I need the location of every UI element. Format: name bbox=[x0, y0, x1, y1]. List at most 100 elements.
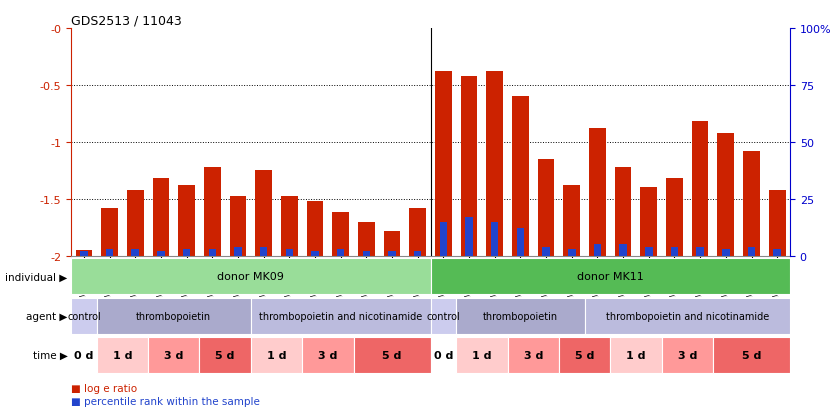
Text: ■ log e ratio: ■ log e ratio bbox=[71, 383, 137, 393]
Bar bbox=[97, 298, 251, 334]
Bar bbox=[507, 337, 559, 373]
Text: 5 d: 5 d bbox=[382, 350, 402, 360]
Bar bbox=[461, 76, 477, 256]
Text: thrombopoietin: thrombopoietin bbox=[136, 311, 212, 321]
Bar bbox=[491, 222, 498, 256]
Bar bbox=[106, 249, 114, 256]
Text: 0 d: 0 d bbox=[74, 350, 94, 360]
Text: control: control bbox=[67, 311, 101, 321]
Bar bbox=[80, 252, 88, 256]
Bar bbox=[610, 337, 661, 373]
Bar bbox=[230, 197, 247, 256]
Bar bbox=[200, 337, 251, 373]
Text: control: control bbox=[426, 311, 461, 321]
Text: 1 d: 1 d bbox=[267, 350, 286, 360]
Bar bbox=[148, 337, 200, 373]
Bar bbox=[204, 167, 221, 256]
Bar bbox=[101, 208, 118, 256]
Text: ■ percentile rank within the sample: ■ percentile rank within the sample bbox=[71, 396, 260, 406]
Bar bbox=[517, 229, 524, 256]
Bar bbox=[333, 213, 349, 256]
Bar bbox=[584, 298, 790, 334]
Bar bbox=[178, 185, 195, 256]
Bar bbox=[717, 133, 734, 256]
Bar bbox=[619, 244, 627, 256]
Bar bbox=[302, 337, 354, 373]
Bar bbox=[286, 249, 293, 256]
Bar bbox=[234, 247, 242, 256]
Bar bbox=[568, 249, 575, 256]
Bar bbox=[743, 152, 760, 256]
Text: 3 d: 3 d bbox=[319, 350, 338, 360]
Bar bbox=[431, 337, 456, 373]
Text: donor MK09: donor MK09 bbox=[217, 272, 284, 282]
Bar bbox=[337, 249, 344, 256]
Text: 3 d: 3 d bbox=[678, 350, 697, 360]
Text: 3 d: 3 d bbox=[164, 350, 183, 360]
Text: 1 d: 1 d bbox=[626, 350, 645, 360]
Text: 5 d: 5 d bbox=[216, 350, 235, 360]
Bar bbox=[71, 259, 431, 294]
Text: 1 d: 1 d bbox=[113, 350, 132, 360]
Bar bbox=[255, 171, 272, 256]
Text: GDS2513 / 11043: GDS2513 / 11043 bbox=[71, 15, 181, 28]
Bar bbox=[747, 247, 755, 256]
Bar bbox=[127, 190, 144, 256]
Bar bbox=[208, 249, 216, 256]
Bar bbox=[692, 122, 708, 256]
Bar bbox=[414, 252, 421, 256]
Bar bbox=[410, 208, 426, 256]
Text: donor MK11: donor MK11 bbox=[577, 272, 644, 282]
Text: thrombopoietin and nicotinamide: thrombopoietin and nicotinamide bbox=[259, 311, 422, 321]
Bar bbox=[354, 337, 431, 373]
Bar bbox=[435, 72, 451, 256]
Bar bbox=[696, 247, 704, 256]
Text: 0 d: 0 d bbox=[434, 350, 453, 360]
Bar bbox=[640, 188, 657, 256]
Bar bbox=[358, 222, 375, 256]
Bar bbox=[512, 97, 528, 256]
Text: agent ▶: agent ▶ bbox=[26, 311, 68, 321]
Bar bbox=[713, 337, 790, 373]
Bar bbox=[487, 72, 503, 256]
Bar bbox=[183, 249, 191, 256]
Bar bbox=[388, 252, 395, 256]
Bar bbox=[773, 249, 781, 256]
Bar bbox=[543, 247, 550, 256]
Bar bbox=[307, 202, 324, 256]
Text: time ▶: time ▶ bbox=[33, 350, 68, 360]
Bar bbox=[666, 179, 683, 256]
Bar bbox=[594, 244, 601, 256]
Bar bbox=[456, 298, 584, 334]
Bar bbox=[363, 252, 370, 256]
Bar bbox=[466, 217, 473, 256]
Text: 1 d: 1 d bbox=[472, 350, 492, 360]
Bar bbox=[563, 185, 580, 256]
Bar bbox=[431, 259, 790, 294]
Text: thrombopoietin and nicotinamide: thrombopoietin and nicotinamide bbox=[606, 311, 769, 321]
Bar bbox=[71, 298, 97, 334]
Bar bbox=[431, 298, 456, 334]
Bar bbox=[251, 298, 431, 334]
Bar bbox=[670, 247, 678, 256]
Text: 5 d: 5 d bbox=[575, 350, 594, 360]
Bar bbox=[153, 179, 169, 256]
Bar bbox=[440, 222, 447, 256]
Bar bbox=[614, 167, 631, 256]
Bar bbox=[538, 159, 554, 256]
Bar bbox=[97, 337, 148, 373]
Bar bbox=[384, 231, 400, 256]
Bar bbox=[645, 247, 653, 256]
Bar bbox=[722, 249, 730, 256]
Bar bbox=[456, 337, 507, 373]
Bar bbox=[559, 337, 610, 373]
Text: 5 d: 5 d bbox=[742, 350, 762, 360]
Bar bbox=[71, 337, 97, 373]
Bar bbox=[260, 247, 268, 256]
Text: individual ▶: individual ▶ bbox=[5, 272, 68, 282]
Bar bbox=[281, 197, 298, 256]
Bar bbox=[589, 129, 606, 256]
Text: 3 d: 3 d bbox=[523, 350, 543, 360]
Text: thrombopoietin: thrombopoietin bbox=[483, 311, 558, 321]
Bar bbox=[75, 250, 92, 256]
